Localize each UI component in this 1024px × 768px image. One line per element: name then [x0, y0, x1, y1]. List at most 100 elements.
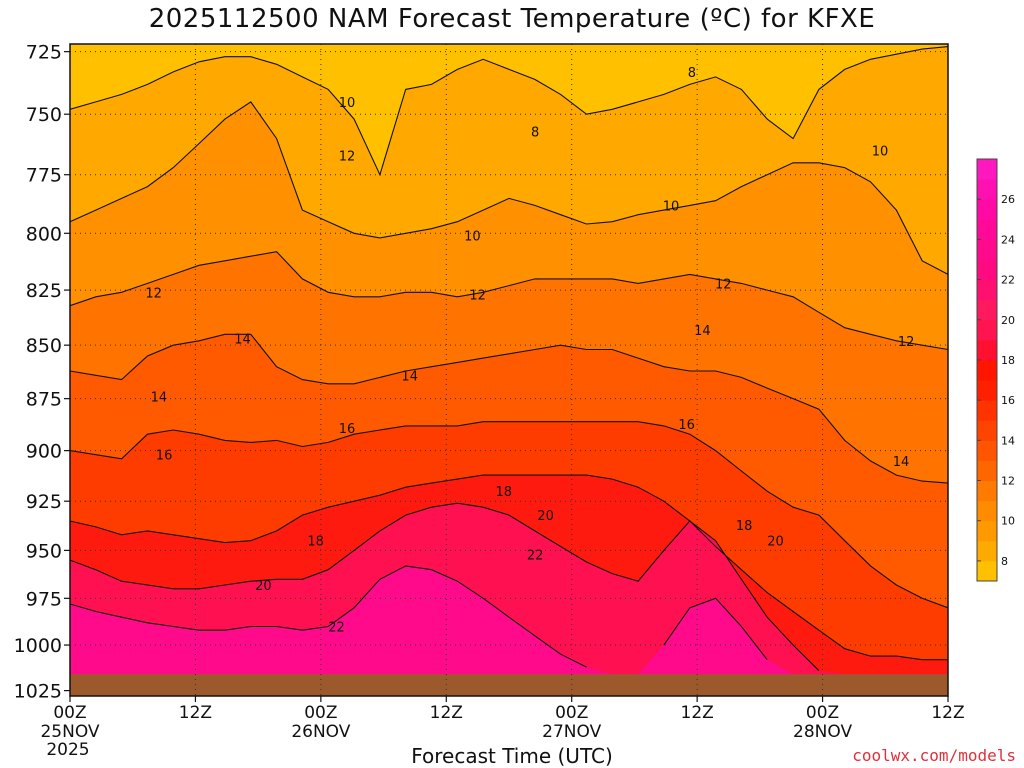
y-tick-label-725: 725 — [26, 42, 62, 64]
isotherm-label-20: 20 — [767, 535, 784, 550]
x-tick-label-60: 12Z — [681, 703, 714, 723]
plot-frame — [69, 43, 949, 697]
y-tick-label-750: 750 — [26, 104, 62, 126]
colorbar-segment — [977, 299, 997, 321]
colorbar-segment — [977, 460, 997, 482]
x-tick-label-48: 00Z — [555, 703, 588, 723]
y-tick-label-775: 775 — [26, 165, 62, 187]
isotherm-label-16: 16 — [156, 449, 173, 464]
isotherm-label-18: 18 — [496, 485, 513, 500]
x-year-label: 2025 — [46, 740, 89, 760]
colorbar-segment — [977, 560, 997, 582]
y-tick-label-900: 900 — [26, 441, 62, 463]
isotherm-22 — [69, 565, 768, 668]
colorbar-segment — [977, 359, 997, 381]
isotherm-20 — [69, 502, 820, 672]
isotherm-label-22: 22 — [328, 620, 345, 635]
colorbar-label-10: 10 — [1001, 515, 1015, 528]
colorbar-label-8: 8 — [1001, 555, 1008, 568]
isotherm-label-12: 12 — [715, 277, 732, 292]
x-tick-label-84: 12Z — [931, 703, 964, 723]
y-tick-label-875: 875 — [26, 389, 62, 411]
x-tick-label-12: 12Z — [179, 703, 212, 723]
colorbar-segment — [977, 339, 997, 361]
x-date-label-24: 26NOV — [291, 722, 350, 742]
colorbar-label-22: 22 — [1001, 274, 1015, 287]
x-date-label-48: 27NOV — [542, 722, 601, 742]
colorbar-border — [976, 158, 998, 582]
isotherm-layer — [69, 46, 949, 672]
colorbar-segment — [977, 199, 997, 220]
isotherm-label-18: 18 — [307, 535, 324, 550]
fill-band-22 — [70, 565, 948, 696]
colorbar-segment — [977, 219, 997, 240]
ground-layer — [70, 674, 948, 696]
colorbar-segment — [977, 380, 997, 401]
watermark: coolwx.com/models — [852, 746, 1016, 765]
isotherm-label-12: 12 — [898, 335, 915, 350]
isotherm-12 — [69, 251, 949, 351]
isotherm-label-14: 14 — [234, 333, 251, 348]
x-date-label-0: 25NOV — [40, 722, 99, 742]
y-tick-label-800: 800 — [26, 223, 62, 245]
colorbar-label-20: 20 — [1001, 314, 1015, 327]
isotherm-label-10: 10 — [464, 230, 481, 245]
isotherm-label-12: 12 — [339, 150, 356, 165]
isotherm-label-10: 10 — [339, 96, 356, 111]
colorbar-segment — [977, 540, 997, 562]
isotherm-14 — [69, 333, 949, 484]
isotherm-label-12: 12 — [469, 289, 486, 304]
colorbar-label-26: 26 — [1001, 193, 1015, 206]
colorbar-segment — [977, 179, 997, 200]
isotherm-label-12: 12 — [145, 286, 162, 301]
colorbar-segment — [977, 259, 997, 281]
colorbar-segment — [977, 440, 997, 461]
colorbar-segment — [977, 500, 997, 522]
y-tick-label-950: 950 — [26, 540, 62, 562]
colorbar-segment — [977, 239, 997, 260]
colorbar-segment — [977, 159, 997, 180]
x-tick-label-36: 12Z — [430, 703, 463, 723]
colorbar-segment — [977, 480, 997, 502]
y-tick-label-925: 925 — [26, 491, 62, 513]
isotherm-label-20: 20 — [537, 509, 554, 524]
colorbar-segment — [977, 279, 997, 301]
isotherm-label-16: 16 — [678, 418, 695, 433]
y-tick-label-1025: 1025 — [14, 681, 62, 703]
colorbar-segment — [977, 520, 997, 542]
isotherm-10 — [69, 101, 949, 275]
isotherm-label-10: 10 — [872, 145, 889, 160]
isotherm-label-14: 14 — [893, 455, 910, 470]
x-tick-label-0: 00Z — [53, 703, 86, 723]
colorbar: 8 10 12 14 16 18 20 22 24 26 — [976, 158, 1015, 582]
colorbar-segment — [977, 420, 997, 441]
isotherm-label-20: 20 — [255, 579, 272, 594]
colorbar-segment — [977, 400, 997, 421]
ground-surface — [70, 674, 948, 696]
isotherm-16 — [69, 421, 949, 609]
isotherm-label-layer: 8 8 10 10 10 10 12 12 12 12 12 14 14 14 14 14 16 16 16 18 18… — [145, 66, 914, 636]
isotherm-label-14: 14 — [694, 324, 711, 339]
temperature-fill-layer — [70, 44, 948, 697]
chart-title: 2025112500 NAM Forecast Temperature (ºC)… — [148, 4, 876, 34]
y-tick-label-1000: 1000 — [14, 635, 62, 657]
colorbar-label-14: 14 — [1001, 434, 1015, 447]
isotherm-8 — [69, 46, 949, 177]
x-date-label-72: 28NOV — [793, 722, 852, 742]
colorbar-label-18: 18 — [1001, 354, 1015, 367]
isotherm-label-14: 14 — [401, 369, 418, 384]
isotherm-label-16: 16 — [339, 422, 356, 437]
colorbar-label-16: 16 — [1001, 394, 1015, 407]
x-tick-label-72: 00Z — [806, 703, 839, 723]
isotherm-label-10: 10 — [663, 199, 680, 214]
x-tick-label-24: 00Z — [304, 703, 337, 723]
isotherm-18 — [69, 474, 948, 661]
isotherm-label-8: 8 — [531, 125, 539, 140]
pressure-axis: 725 750 775 800 825 850 875 900 925 950 975 1000 102… — [14, 42, 70, 703]
y-tick-label-850: 850 — [26, 335, 62, 357]
plot-border — [69, 43, 949, 697]
isotherm-label-22: 22 — [527, 548, 544, 563]
